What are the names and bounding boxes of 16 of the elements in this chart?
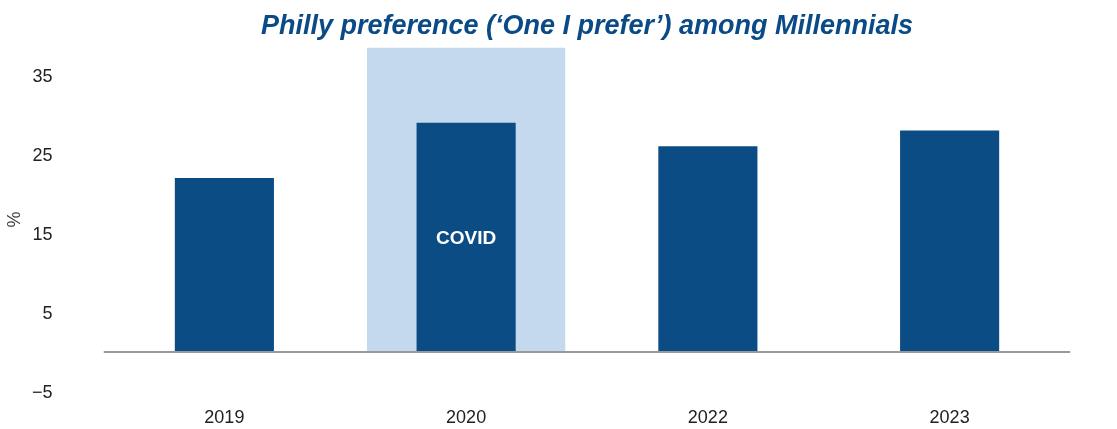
y-axis-title: % [3, 211, 24, 228]
y-tick-label: 35 [32, 65, 53, 86]
bar [658, 146, 758, 352]
bar [900, 130, 1000, 352]
y-tick-label: 15 [32, 223, 53, 244]
x-tick-label: 2023 [929, 406, 970, 427]
y-tick-label: −5 [31, 382, 53, 402]
x-tick-label: 2019 [204, 406, 245, 427]
x-tick-label: 2020 [446, 406, 487, 427]
y-tick-label: 25 [32, 144, 53, 165]
bar [416, 122, 516, 352]
bar [174, 177, 274, 352]
chart-title: Philly preference (‘One I prefer’) among Millennials [260, 10, 914, 40]
y-tick-label: 5 [42, 302, 53, 323]
x-tick-label: 2022 [687, 406, 728, 427]
band-label: COVID [436, 226, 497, 248]
